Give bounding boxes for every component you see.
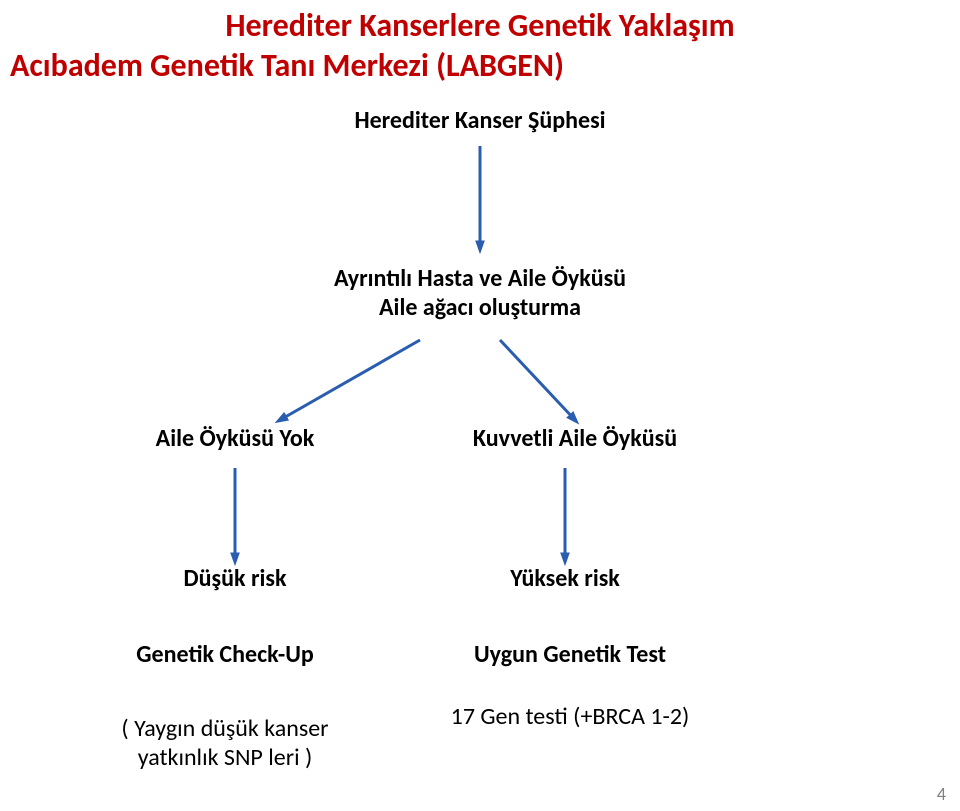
arrow-history-no_history xyxy=(280,340,420,420)
arrows-layer xyxy=(0,0,960,811)
arrow-history-strong xyxy=(500,340,575,420)
page-number: 4 xyxy=(937,783,946,805)
diagram-stage: Herediter Kanserlere Genetik Yaklaşım Ac… xyxy=(0,0,960,811)
